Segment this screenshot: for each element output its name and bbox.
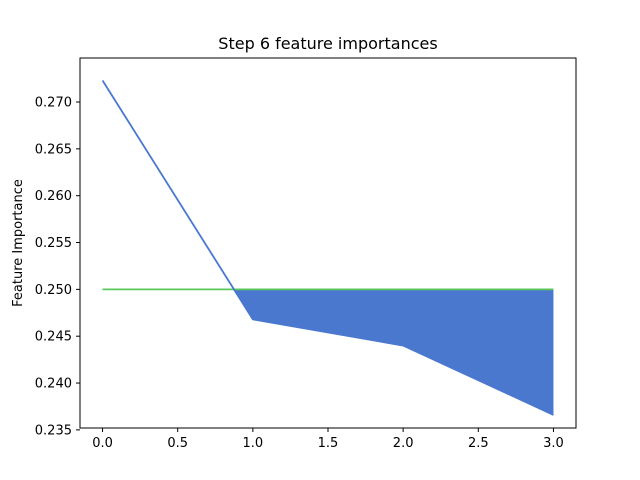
fill-region <box>233 289 554 415</box>
fill-layer <box>233 289 554 415</box>
y-tick-label: 0.260 <box>35 189 72 204</box>
y-axis-label: Feature Importance <box>11 179 26 307</box>
y-tick-label: 0.270 <box>35 96 72 111</box>
y-tick-label: 0.255 <box>35 236 72 251</box>
series-line-blue <box>101 80 554 416</box>
chart-title: Step 6 feature importances <box>218 34 437 53</box>
x-tick-label: 2.5 <box>468 436 489 451</box>
x-tick-label: 3.0 <box>543 436 564 451</box>
y-tick-label: 0.265 <box>35 142 72 157</box>
x-tick-label: 0.5 <box>167 436 188 451</box>
x-axis: 0.0 0.5 1.0 1.5 2.0 2.5 3.0 <box>92 428 564 451</box>
y-tick-label: 0.240 <box>35 377 72 392</box>
y-axis: 0.235 0.240 0.245 0.250 0.255 0.260 0.265 0.270 <box>35 96 80 438</box>
x-tick-label: 2.0 <box>393 436 414 451</box>
x-tick-label: 0.0 <box>92 436 113 451</box>
series-layer <box>101 80 554 416</box>
y-tick-label: 0.245 <box>35 330 72 345</box>
y-tick-label: 0.235 <box>35 423 72 438</box>
y-tick-label: 0.250 <box>35 283 72 298</box>
x-tick-label: 1.5 <box>318 436 339 451</box>
x-tick-label: 1.0 <box>243 436 264 451</box>
